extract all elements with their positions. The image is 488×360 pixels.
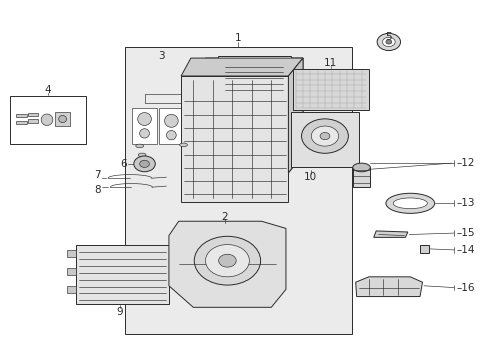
Ellipse shape — [352, 163, 369, 172]
Bar — [16, 114, 27, 117]
Polygon shape — [168, 221, 285, 307]
Text: 10: 10 — [303, 172, 316, 182]
Text: –15: –15 — [456, 228, 474, 238]
Ellipse shape — [140, 129, 149, 138]
Bar — [217, 56, 290, 98]
Ellipse shape — [311, 126, 338, 146]
Bar — [67, 268, 76, 275]
Text: –12: –12 — [456, 158, 474, 168]
Ellipse shape — [166, 131, 176, 140]
Text: –16: –16 — [456, 283, 474, 293]
Ellipse shape — [138, 113, 151, 126]
Ellipse shape — [301, 119, 347, 153]
Bar — [293, 69, 368, 110]
Ellipse shape — [376, 33, 400, 50]
Ellipse shape — [385, 40, 391, 44]
Ellipse shape — [385, 193, 434, 213]
Bar — [27, 119, 38, 123]
Bar — [27, 113, 38, 116]
Ellipse shape — [382, 37, 394, 46]
Ellipse shape — [320, 132, 329, 140]
Bar — [125, 47, 351, 334]
Text: 11: 11 — [324, 58, 337, 68]
Text: 1: 1 — [234, 33, 241, 43]
Bar — [223, 61, 285, 92]
Text: –14: –14 — [456, 245, 474, 255]
Ellipse shape — [41, 114, 53, 126]
Bar — [290, 112, 358, 167]
Ellipse shape — [205, 244, 249, 277]
Polygon shape — [355, 277, 422, 297]
Bar — [67, 286, 76, 293]
Text: 5: 5 — [385, 32, 391, 41]
Text: 3: 3 — [158, 51, 164, 61]
Ellipse shape — [194, 236, 260, 285]
Bar — [67, 250, 76, 257]
Text: 6: 6 — [120, 159, 126, 169]
Polygon shape — [288, 58, 303, 173]
Bar — [76, 244, 168, 304]
Text: 4: 4 — [44, 85, 51, 95]
Polygon shape — [190, 58, 303, 173]
Bar — [159, 108, 183, 144]
Text: 8: 8 — [94, 185, 101, 195]
Ellipse shape — [136, 144, 143, 148]
Text: 9: 9 — [117, 307, 123, 316]
Bar — [181, 76, 288, 202]
Bar — [419, 245, 428, 253]
Polygon shape — [181, 58, 303, 76]
Bar — [55, 112, 70, 126]
Bar — [16, 121, 27, 125]
Ellipse shape — [140, 160, 149, 167]
Ellipse shape — [164, 114, 178, 127]
Ellipse shape — [179, 143, 187, 147]
Bar — [132, 108, 157, 144]
Ellipse shape — [138, 153, 146, 157]
Bar — [352, 167, 369, 187]
Ellipse shape — [392, 198, 427, 209]
Ellipse shape — [59, 116, 66, 123]
Bar — [10, 96, 86, 144]
Polygon shape — [373, 231, 407, 237]
Ellipse shape — [134, 156, 155, 172]
Ellipse shape — [218, 254, 236, 267]
Text: 2: 2 — [221, 212, 228, 221]
Text: 7: 7 — [94, 170, 101, 180]
Text: –13: –13 — [456, 198, 474, 208]
